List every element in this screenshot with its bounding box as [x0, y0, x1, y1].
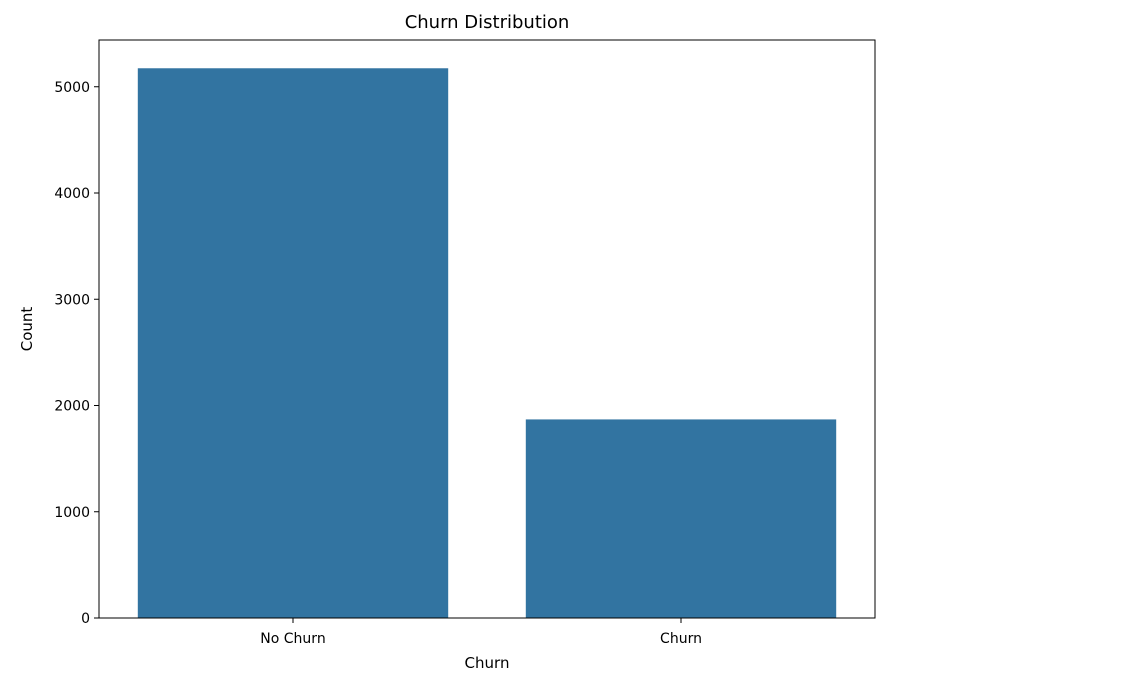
y-axis-label: Count — [18, 307, 36, 352]
bar-1 — [525, 419, 837, 618]
y-tick-label: 1000 — [54, 505, 90, 521]
y-axis-ticks: 0 1000 2000 3000 4000 5000 — [54, 80, 99, 627]
x-tick-label: Churn — [660, 631, 702, 647]
y-tick-label: 5000 — [54, 80, 90, 96]
x-tick-label: No Churn — [260, 631, 325, 647]
x-axis-label: Churn — [465, 654, 510, 672]
y-tick-label: 3000 — [54, 292, 90, 308]
y-tick-label: 4000 — [54, 186, 90, 202]
x-axis-ticks: No Churn Churn — [260, 618, 702, 647]
plot-frame — [98, 39, 876, 619]
bars-group — [137, 68, 837, 618]
y-tick-label: 2000 — [54, 399, 90, 415]
chart-title: Churn Distribution — [405, 12, 570, 33]
bar-0 — [137, 68, 449, 618]
y-tick-label: 0 — [81, 611, 90, 627]
